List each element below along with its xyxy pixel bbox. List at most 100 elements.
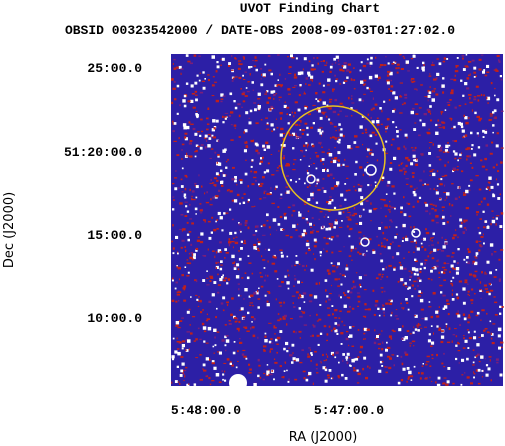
noise-pixel — [180, 356, 184, 358]
noise-pixel — [325, 250, 328, 253]
noise-pixel — [388, 264, 392, 267]
noise-pixel — [477, 368, 481, 372]
noise-pixel — [459, 122, 463, 126]
noise-pixel — [259, 376, 262, 379]
noise-pixel — [329, 65, 333, 69]
noise-pixel — [306, 169, 308, 172]
noise-pixel — [312, 104, 316, 106]
noise-pixel — [346, 361, 349, 365]
noise-pixel — [366, 86, 369, 90]
noise-pixel — [262, 176, 265, 179]
noise-pixel — [333, 206, 337, 209]
noise-pixel — [357, 372, 361, 376]
noise-pixel — [183, 285, 187, 288]
noise-pixel — [399, 112, 403, 114]
noise-pixel — [418, 134, 421, 137]
noise-pixel — [331, 329, 333, 332]
noise-pixel — [431, 354, 434, 356]
noise-pixel — [393, 108, 396, 111]
noise-pixel — [441, 175, 445, 177]
noise-pixel — [288, 73, 292, 75]
noise-pixel — [420, 327, 423, 329]
noise-pixel — [299, 337, 301, 339]
noise-pixel — [424, 377, 428, 380]
noise-pixel — [414, 315, 416, 317]
noise-pixel — [436, 315, 440, 318]
noise-pixel — [470, 382, 473, 385]
noise-pixel — [402, 367, 406, 371]
noise-pixel — [251, 316, 254, 319]
noise-pixel — [320, 361, 322, 364]
noise-pixel — [271, 202, 275, 205]
noise-pixel — [409, 375, 414, 378]
noise-pixel — [402, 283, 405, 286]
noise-pixel — [264, 93, 268, 95]
noise-pixel — [259, 160, 263, 163]
noise-pixel — [466, 357, 469, 361]
noise-pixel — [325, 213, 327, 216]
noise-pixel — [468, 117, 470, 119]
noise-pixel — [310, 360, 312, 362]
noise-pixel — [353, 285, 357, 289]
noise-pixel — [349, 147, 353, 150]
noise-pixel — [394, 236, 397, 239]
noise-pixel — [192, 258, 194, 261]
noise-pixel — [266, 364, 269, 366]
noise-pixel — [242, 74, 244, 77]
noise-pixel — [487, 181, 491, 183]
noise-pixel — [492, 124, 495, 127]
noise-pixel — [465, 148, 469, 151]
noise-pixel — [391, 220, 393, 223]
noise-pixel — [390, 337, 393, 340]
noise-pixel — [417, 323, 420, 325]
noise-pixel — [323, 248, 325, 250]
noise-pixel — [310, 79, 313, 81]
noise-pixel — [400, 355, 403, 358]
noise-pixel — [462, 68, 466, 71]
noise-pixel — [347, 297, 351, 299]
noise-pixel — [330, 377, 333, 380]
noise-pixel — [214, 151, 217, 154]
x-axis-label: RA (J2000) — [289, 430, 358, 445]
noise-pixel — [276, 278, 279, 280]
noise-pixel — [230, 124, 233, 126]
noise-pixel — [500, 110, 504, 112]
noise-pixel — [353, 185, 355, 188]
source-marker — [365, 164, 377, 176]
noise-pixel — [479, 289, 482, 292]
noise-pixel — [468, 155, 472, 158]
noise-pixel — [222, 373, 225, 376]
noise-pixel — [340, 296, 342, 299]
noise-pixel — [182, 228, 186, 231]
noise-pixel — [312, 122, 315, 125]
noise-pixel — [406, 367, 410, 370]
noise-pixel — [436, 325, 439, 328]
noise-pixel — [414, 103, 419, 105]
noise-pixel — [444, 242, 448, 245]
noise-pixel — [404, 93, 408, 96]
noise-pixel — [393, 156, 397, 160]
noise-pixel — [330, 351, 334, 355]
noise-pixel — [238, 320, 241, 324]
noise-pixel — [230, 313, 233, 317]
noise-pixel — [195, 149, 198, 153]
noise-pixel — [442, 307, 445, 310]
noise-pixel — [343, 62, 347, 65]
noise-pixel — [206, 128, 209, 131]
noise-pixel — [493, 251, 497, 253]
noise-pixel — [410, 226, 412, 229]
noise-pixel — [270, 187, 272, 190]
noise-pixel — [220, 64, 222, 66]
noise-pixel — [401, 307, 405, 309]
noise-pixel — [345, 115, 349, 117]
noise-pixel — [292, 147, 295, 150]
noise-pixel — [475, 175, 479, 177]
noise-pixel — [237, 67, 241, 70]
noise-pixel — [224, 112, 229, 114]
noise-pixel — [452, 267, 455, 270]
noise-pixel — [347, 310, 351, 312]
noise-pixel — [324, 64, 327, 66]
noise-pixel — [175, 170, 177, 172]
noise-pixel — [220, 260, 223, 263]
noise-pixel — [322, 353, 324, 356]
